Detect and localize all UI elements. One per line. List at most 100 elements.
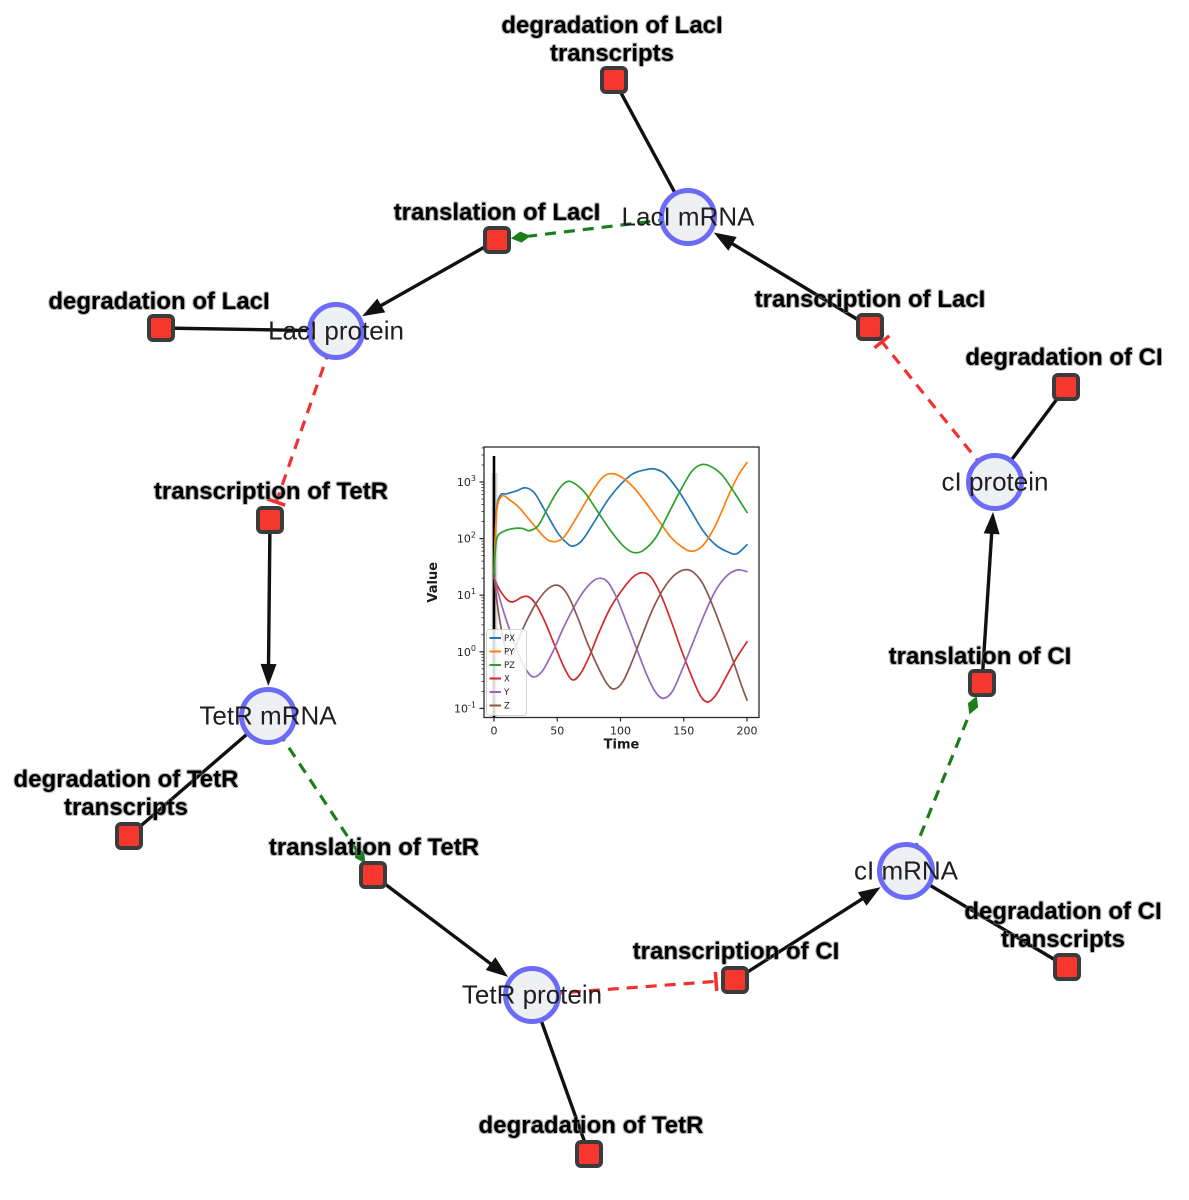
edge-tx_cI-to-cI_mRNA-production <box>734 887 881 982</box>
arrowhead-icon <box>260 663 277 687</box>
inhibition-bar-icon <box>713 971 719 992</box>
reaction-label-deg-cI: degradation of CI <box>965 344 1162 372</box>
arrowhead-icon <box>485 957 509 977</box>
chart-x-axis-label: Time <box>604 738 640 753</box>
chart-y-tick-label: 102 <box>457 531 476 546</box>
species-label-cI-protein: cI protein <box>941 466 1049 497</box>
reaction-label-deg-lacI-tx: degradation of LacI transcripts <box>501 12 722 68</box>
species-label-lacI-mRNA: LacI mRNA <box>621 201 755 232</box>
reaction-node-deg-lacI <box>147 314 175 342</box>
edge-tetR_protein-to-tx_cI-inhibition <box>531 971 719 997</box>
edge-tetR_mRNA-to-deg_tetR_tx-consumption <box>127 714 270 838</box>
reaction-label-transl-tetR: translation of TetR <box>269 834 479 862</box>
reaction-label-line: degradation of CI <box>964 898 1162 925</box>
arrowhead-icon <box>983 511 1000 535</box>
reaction-label-line: transcripts <box>1000 926 1126 953</box>
reaction-node-tx-lacI <box>856 313 884 341</box>
chart-legend-label: PX <box>504 634 515 644</box>
reaction-node-tx-tetR <box>256 506 284 534</box>
chart-series-X <box>493 571 748 703</box>
arrowhead-icon <box>713 232 737 251</box>
chart-x-tick-label: 50 <box>550 725 564 738</box>
edge-lacI_protein-to-tx_tetR-inhibition <box>266 330 338 507</box>
edge-lacI_protein-to-deg_lacI-consumption <box>160 326 337 333</box>
chart-x-tick-label: 200 <box>737 725 758 738</box>
chart-x-tick-label: 100 <box>610 725 631 738</box>
reaction-node-deg-tetR <box>575 1140 603 1168</box>
reaction-label-line: transcription of LacI <box>754 286 986 313</box>
chart-series-PX <box>493 467 748 574</box>
reaction-label-line: degradation of CI <box>965 344 1163 371</box>
reaction-label-tx-lacI: transcription of LacI <box>755 286 986 314</box>
reaction-label-line: transcripts <box>549 40 675 67</box>
chart-frame <box>483 446 760 719</box>
chart-legend-label: PZ <box>504 661 515 671</box>
chart-y-tick-label: 101 <box>457 587 476 602</box>
chart-y-axis-label: Value <box>426 562 441 603</box>
reaction-label-deg-tetR-tx: degradation of TetR transcripts <box>14 766 239 822</box>
species-node-cI-protein <box>966 453 1024 511</box>
reaction-label-transl-cI: translation of CI <box>889 643 1072 671</box>
reaction-label-line: degradation of TetR <box>478 1112 704 1139</box>
reaction-node-deg-tetR-tx <box>115 822 143 850</box>
chart-y-tick-label: 100 <box>457 644 476 659</box>
modifier-diamond-icon <box>510 231 531 243</box>
modifier-diamond-icon <box>354 846 366 864</box>
species-label-tetR-mRNA: TetR mRNA <box>199 700 337 731</box>
reaction-label-line: transcripts <box>63 794 189 821</box>
reaction-label-transl-lacI: translation of LacI <box>394 199 601 227</box>
reaction-label-deg-tetR: degradation of TetR <box>479 1112 704 1140</box>
reaction-node-transl-tetR <box>359 861 387 889</box>
reaction-label-line: transcription of CI <box>632 938 840 965</box>
edge-cI_mRNA-to-deg_cI_tx-consumption <box>905 869 1068 969</box>
species-node-cI-mRNA <box>877 842 935 900</box>
chart-series-PZ <box>493 463 748 580</box>
chart-x-tick-label: 150 <box>673 725 694 738</box>
edge-transl_cI-to-cI_protein-production <box>980 511 1000 684</box>
reaction-label-line: translation of TetR <box>268 834 480 861</box>
species-label-tetR-protein: TetR protein <box>461 979 603 1010</box>
edge-tx_tetR-to-tetR_mRNA-production <box>260 519 277 687</box>
chart-series-Y <box>493 568 748 700</box>
reaction-label-line: translation of CI <box>888 643 1072 670</box>
inhibition-bar-icon <box>266 497 286 507</box>
chart-legend-label: Z <box>504 702 510 712</box>
reaction-label-deg-cI-tx: degradation of CI transcripts <box>964 898 1161 954</box>
chart-y-tick-label: 10-1 <box>454 700 476 715</box>
chart-series-Z <box>493 568 748 701</box>
edge-tx_lacI-to-lacI_mRNA-production <box>713 232 871 329</box>
species-label-lacI-protein: LacI protein <box>268 315 404 346</box>
reaction-node-deg-cI <box>1052 373 1080 401</box>
chart-series-PY <box>493 461 748 574</box>
arrowhead-icon <box>857 887 881 906</box>
edge-transl_tetR-to-tetR_protein-production <box>371 873 509 977</box>
reaction-label-deg-lacI: degradation of LacI <box>48 288 269 316</box>
reaction-label-line: transcription of TetR <box>153 478 389 505</box>
chart-y-tick-label: 103 <box>457 474 476 489</box>
chart-legend-label: PY <box>504 648 515 658</box>
reaction-node-transl-cI <box>968 669 996 697</box>
edge-transl_lacI-to-lacI_protein-production <box>362 238 498 317</box>
species-label-cI-mRNA: cI mRNA <box>854 855 958 886</box>
chart-legend-label: Y <box>503 688 510 698</box>
modifier-diamond-icon <box>967 695 979 715</box>
reaction-label-line: degradation of LacI <box>48 288 270 315</box>
reaction-node-deg-lacI-tx <box>600 66 628 94</box>
chart-x-tick-label: 0 <box>491 725 498 738</box>
edge-cI_protein-to-tx_lacI-inhibition <box>873 334 997 484</box>
reaction-label-line: translation of LacI <box>393 199 601 226</box>
reaction-node-deg-cI-tx <box>1053 953 1081 981</box>
reaction-node-tx-cI <box>721 966 749 994</box>
chart-legend-label: X <box>504 675 510 685</box>
species-node-lacI-protein <box>307 302 365 360</box>
time-series-chart: 0 50 100 150 200 10-1 100 101 102 103 Time Value PX P… <box>426 446 760 753</box>
reaction-label-tx-cI: transcription of CI <box>633 938 840 966</box>
reaction-node-transl-lacI <box>483 226 511 254</box>
inhibition-bar-icon <box>873 334 891 350</box>
reaction-label-line: degradation of TetR <box>13 766 239 793</box>
arrowhead-icon <box>362 298 386 317</box>
species-node-lacI-mRNA <box>659 188 717 246</box>
reaction-label-line: degradation of LacI <box>501 12 723 39</box>
